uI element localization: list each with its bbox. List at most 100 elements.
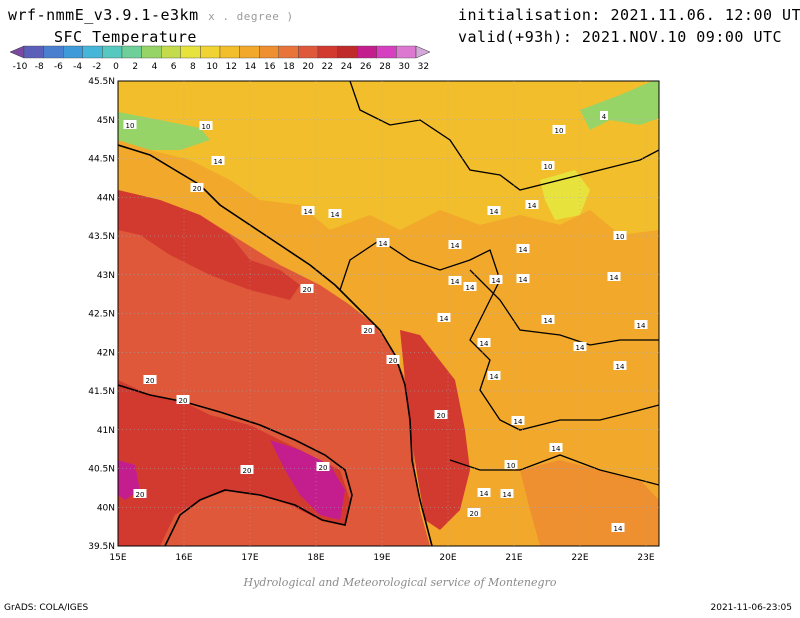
contour-label-bg — [376, 238, 390, 247]
contour-label: 14 — [490, 208, 499, 216]
contour-label: 10 — [202, 123, 211, 131]
contour-label-bg — [143, 375, 157, 384]
contour-label: 14 — [544, 317, 553, 325]
contour-label-bg — [634, 320, 648, 329]
contour-label: 20 — [136, 491, 145, 499]
contour-label-bg — [190, 183, 204, 192]
model-name: wrf-nmmE_v3.9.1-e3km — [8, 6, 199, 24]
lon-tick-label: 20E — [439, 553, 456, 563]
contour-label: 20 — [243, 467, 252, 475]
colorbar-label: -8 — [35, 62, 44, 72]
contour-label: 14 — [451, 278, 460, 286]
contour-label-bg — [600, 111, 608, 120]
contour-label-bg — [123, 120, 137, 129]
contour-label-bg — [541, 315, 555, 324]
contour-label-bg — [489, 275, 503, 284]
contour-label: 20 — [319, 464, 328, 472]
contour-label: 20 — [437, 412, 446, 420]
model-units: x . degree ) — [208, 10, 294, 23]
contour-label: 14 — [451, 242, 460, 250]
contour-label-bg — [361, 325, 375, 334]
northwest-cold-zone — [118, 112, 210, 150]
contour-label-bg — [516, 244, 530, 253]
colorbar-label: 20 — [302, 62, 314, 72]
contour-label: 14 — [616, 363, 625, 371]
lon-tick-label: 15E — [109, 553, 126, 563]
contour-label-bg — [500, 489, 514, 498]
contour-label: 14 — [576, 344, 585, 352]
adriatic-east-coastline — [118, 144, 433, 546]
contour-label-bg — [516, 274, 530, 283]
contour-label-bg — [613, 231, 627, 240]
init-line: initialisation: 2021.11.06. 12:00 UTC — [458, 6, 800, 24]
contour-label-bg — [511, 416, 525, 425]
contour-label-bg — [552, 125, 566, 134]
country-border — [349, 81, 659, 191]
north-cool-zone — [118, 81, 659, 235]
contour-label-bg — [611, 523, 625, 532]
colorbar-label: 22 — [322, 62, 333, 72]
lat-tick-label: 40N — [97, 503, 115, 513]
contour-label-bg — [525, 200, 539, 209]
contour-label: 10 — [544, 163, 553, 171]
colorbar-label: -2 — [92, 62, 101, 72]
contour-label-bg — [607, 272, 621, 281]
colorbar-label: 4 — [152, 62, 158, 72]
contour-label: 10 — [555, 127, 564, 135]
contour-label-bg — [487, 206, 501, 215]
lat-tick-label: 39.5N — [88, 542, 115, 552]
lat-tick-label: 43N — [97, 271, 115, 281]
contour-label: 14 — [552, 445, 561, 453]
contour-label: 14 — [214, 158, 223, 166]
lat-tick-label: 42N — [97, 348, 115, 358]
lon-tick-label: 17E — [241, 553, 258, 563]
contour-label-bg — [448, 240, 462, 249]
colorbar-right-arrow — [415, 45, 431, 59]
country-border — [339, 239, 659, 431]
lon-tick-label: 21E — [505, 553, 522, 563]
contour-label-bg — [211, 156, 225, 165]
contour-label: 14 — [519, 246, 528, 254]
init-value: 2021.11.06. 12:00 UTC — [610, 6, 800, 24]
contour-label-bg — [300, 284, 314, 293]
contour-label-bg — [504, 460, 518, 469]
italy-coastline — [118, 384, 353, 546]
colorbar-label: -10 — [13, 62, 28, 72]
model-title: wrf-nmmE_v3.9.1-e3km x . degree ) — [8, 6, 294, 24]
contour-label-bg — [176, 395, 190, 404]
colorbar-label: -6 — [54, 62, 63, 72]
colorbar-label: 30 — [398, 62, 410, 72]
contour-label-bg — [316, 462, 330, 471]
colorbar-label: 0 — [113, 62, 119, 72]
contour-label: 20 — [470, 510, 479, 518]
credit-line: Hydrological and Meteorological service … — [243, 576, 557, 589]
mid-land-zone — [300, 205, 659, 546]
contour-label: 20 — [303, 286, 312, 294]
contour-label: 14 — [331, 211, 340, 219]
contour-label: 20 — [179, 397, 188, 405]
contour-label: 14 — [466, 284, 475, 292]
north-cold-zone — [580, 81, 659, 130]
contour-label-bg — [386, 355, 400, 364]
contour-label-bg — [301, 206, 315, 215]
contour-label-bg — [133, 489, 147, 498]
lat-tick-label: 43.5N — [88, 232, 115, 242]
colorbar-label: 26 — [360, 62, 372, 72]
contour-label: 14 — [528, 202, 537, 210]
colorbar-label: 32 — [418, 62, 429, 72]
lat-tick-label: 44.5N — [88, 155, 115, 165]
colorbar-label: 28 — [379, 62, 391, 72]
colorbar-label: 18 — [283, 62, 295, 72]
contour-label-bg — [477, 338, 491, 347]
colorbar-label: 14 — [245, 62, 257, 72]
contour-label-bg — [434, 410, 448, 419]
contour-label-bg — [477, 488, 491, 497]
contour-label: 14 — [503, 491, 512, 499]
colorbar-label: 16 — [264, 62, 276, 72]
lat-tick-label: 45.5N — [88, 77, 115, 87]
lon-tick-label: 19E — [373, 553, 390, 563]
color-legend: -10 -8 -6 -4 -2 0 2 4 6 8 10 12 14 16 18 20 22 24 26 28 30 32 — [9, 45, 431, 72]
contour-label-bg — [199, 121, 213, 130]
country-border — [469, 269, 659, 346]
